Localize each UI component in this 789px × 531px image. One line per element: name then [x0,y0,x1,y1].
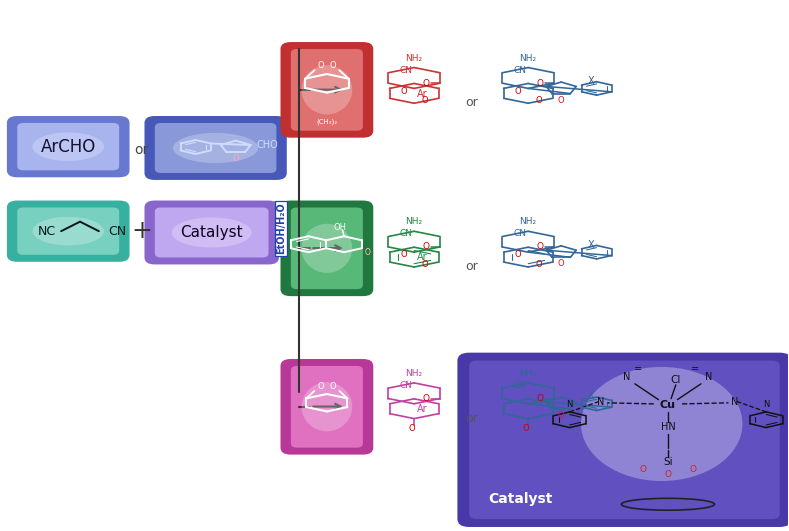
Text: Ar: Ar [417,252,428,262]
Text: O: O [421,97,428,106]
Text: O: O [330,62,336,71]
Text: NH₂: NH₂ [406,54,423,63]
FancyBboxPatch shape [469,361,780,519]
FancyBboxPatch shape [144,116,286,180]
Text: O: O [690,465,697,474]
Text: O: O [522,424,529,433]
Text: N: N [731,397,739,407]
Text: O: O [537,79,544,88]
FancyBboxPatch shape [17,123,119,170]
Text: HN: HN [660,422,675,432]
Text: NH₂: NH₂ [520,217,537,226]
Text: N: N [623,372,630,382]
FancyBboxPatch shape [281,201,373,296]
FancyBboxPatch shape [144,201,279,264]
FancyBboxPatch shape [17,208,119,255]
Text: O: O [639,465,646,474]
FancyBboxPatch shape [281,42,373,138]
Ellipse shape [32,217,104,245]
FancyBboxPatch shape [291,366,363,448]
Text: CN: CN [513,66,526,75]
Text: or: or [134,143,148,157]
Text: O: O [537,394,544,403]
Text: O: O [537,243,544,252]
Ellipse shape [172,217,252,247]
Text: or: or [466,96,478,109]
FancyBboxPatch shape [281,359,373,455]
Text: O: O [365,248,371,257]
Text: Ar: Ar [417,404,428,414]
FancyBboxPatch shape [155,208,268,258]
Text: O: O [409,424,415,433]
Text: O: O [317,62,324,71]
Text: NH₂: NH₂ [406,217,423,226]
Text: O: O [535,97,542,106]
Text: CN: CN [108,225,126,238]
FancyBboxPatch shape [291,208,363,289]
Text: O: O [422,79,429,88]
Text: O: O [317,382,324,391]
Text: O: O [233,154,239,163]
Text: X: X [588,239,594,250]
Text: Ar: Ar [417,89,428,99]
Text: NH₂: NH₂ [406,369,423,378]
Text: N: N [705,372,712,382]
Text: N: N [567,400,573,409]
Text: O: O [401,87,407,96]
Text: O: O [401,250,407,259]
Text: X: X [588,391,594,401]
Text: O: O [558,259,564,268]
Text: or: or [466,260,478,273]
Text: NC: NC [38,225,56,238]
Text: O: O [558,96,564,105]
Text: O: O [421,260,428,269]
Text: NH₂: NH₂ [520,369,537,378]
Text: Catalyst: Catalyst [488,492,552,506]
Text: Cl: Cl [671,374,681,384]
Ellipse shape [32,132,104,161]
Text: CN: CN [513,381,526,390]
Text: EtOH/H₂O: EtOH/H₂O [276,203,286,254]
Ellipse shape [301,224,352,273]
Ellipse shape [301,382,352,431]
FancyBboxPatch shape [7,201,129,262]
Text: O: O [664,470,671,479]
Text: O: O [514,87,521,96]
FancyBboxPatch shape [7,116,129,177]
Text: CN: CN [399,381,412,390]
Text: O: O [422,394,429,403]
Ellipse shape [301,65,352,114]
Text: CHO: CHO [256,140,278,150]
FancyBboxPatch shape [458,353,789,527]
Text: OH: OH [334,224,346,233]
Text: CN: CN [399,229,412,238]
Text: Si: Si [663,457,673,467]
Text: CN: CN [513,229,526,238]
Text: =: = [634,364,642,374]
Text: X: X [588,76,594,86]
Text: +: + [131,219,151,243]
Text: O: O [422,243,429,252]
Text: or: or [466,412,478,425]
FancyBboxPatch shape [291,49,363,131]
Ellipse shape [173,133,258,163]
Text: (CH₃)₂: (CH₃)₂ [316,118,338,125]
Text: N: N [763,400,769,409]
Text: CN: CN [399,66,412,75]
Text: O: O [535,260,542,269]
Text: NH₂: NH₂ [520,54,537,63]
FancyBboxPatch shape [155,123,276,173]
Text: =: = [691,364,700,374]
Text: Catalyst: Catalyst [181,225,243,240]
Text: ArCHO: ArCHO [40,138,95,156]
Ellipse shape [581,367,742,481]
Text: Cu: Cu [660,400,676,410]
Text: O: O [558,411,564,420]
Text: O: O [330,382,336,391]
Text: O: O [514,250,521,259]
Text: N: N [597,397,605,407]
